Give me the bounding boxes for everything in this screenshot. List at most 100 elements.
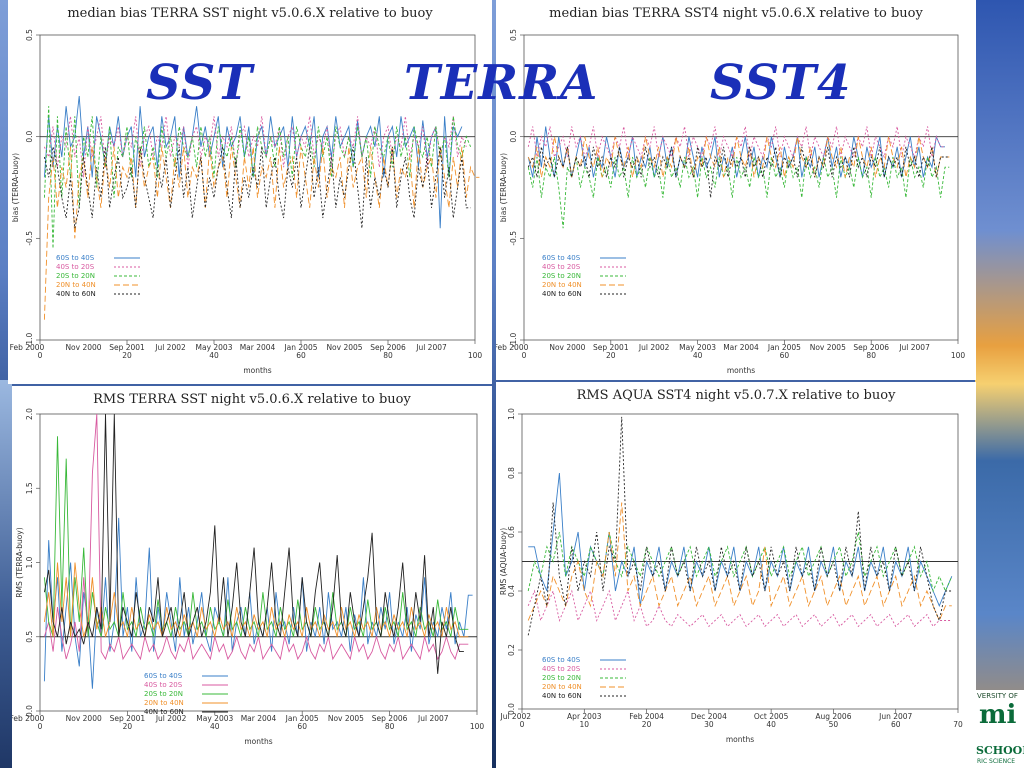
overlay-label-terra: TERRA <box>404 55 599 111</box>
x-tick-label: 10 <box>580 720 590 729</box>
x-tick-label: 100 <box>951 351 966 360</box>
x-tick-label: 40 <box>209 351 219 360</box>
chart-panel-top-right: median bias TERRA SST4 night v5.0.6.X re… <box>496 0 976 380</box>
y-tick-label: 2.0 <box>25 408 34 420</box>
x-date-label: Feb 2000 <box>12 714 44 723</box>
x-date-label: Jul 2002 <box>638 343 670 352</box>
x-date-label: Mar 2004 <box>241 714 277 723</box>
x-date-label: Sep 2001 <box>110 714 146 723</box>
legend-label: 60S to 40S <box>56 254 95 262</box>
x-date-label: Jul 2002 <box>500 712 532 721</box>
plot-frame <box>39 413 478 712</box>
x-date-label: Oct 2005 <box>754 712 789 721</box>
x-date-label: Sep 2001 <box>109 343 145 352</box>
x-date-label: Sep 2006 <box>853 343 889 352</box>
chart-rms-sst: RMS TERRA SST night v5.0.6.X relative to… <box>12 392 485 746</box>
legend-label: 40N to 60N <box>144 708 184 716</box>
x-date-label: Feb 2004 <box>629 712 664 721</box>
y-tick-label: 0.0 <box>507 703 516 715</box>
x-tick-label: 20 <box>642 720 652 729</box>
x-tick-label: 60 <box>296 351 306 360</box>
series-line <box>527 146 950 198</box>
x-tick-label: 80 <box>866 351 876 360</box>
x-date-label: Jan 2005 <box>767 343 801 352</box>
y-tick-label: 0.2 <box>507 644 516 656</box>
legend-label: 20S to 20N <box>542 674 581 682</box>
x-date-label: Jul 2002 <box>154 343 186 352</box>
series-line <box>43 413 464 674</box>
y-tick-label: 1.0 <box>507 408 516 420</box>
series-line <box>43 146 480 320</box>
logo-text-line3: SCHOOL <box>976 744 1024 757</box>
legend-label: 20S to 20N <box>542 272 581 280</box>
y-tick-label: -0.5 <box>509 231 518 246</box>
y-tick-label: 1.5 <box>25 482 34 494</box>
background-left-strip <box>0 380 12 768</box>
y-tick-label: -0.5 <box>25 231 34 246</box>
x-tick-label: 50 <box>829 720 839 729</box>
logo-text-line2: mi <box>979 700 1017 730</box>
x-date-label: Aug 2006 <box>815 712 851 721</box>
x-date-label: Sep 2006 <box>372 714 408 723</box>
x-date-label: Mar 2004 <box>240 343 276 352</box>
chart-panel-bottom-left: RMS TERRA SST night v5.0.6.X relative to… <box>12 386 492 768</box>
x-date-label: Jul 2002 <box>155 714 187 723</box>
y-tick-label: 0.5 <box>25 29 34 41</box>
chart-title: RMS TERRA SST night v5.0.6.X relative to… <box>93 392 411 407</box>
x-date-label: Dec 2004 <box>691 712 727 721</box>
x-date-label: Jul 2007 <box>898 343 930 352</box>
overlay-label-sst4: SST4 <box>710 55 852 111</box>
series-line <box>527 126 945 159</box>
x-tick-label: 0 <box>522 351 527 360</box>
chart-panel-top-left: median bias TERRA SST night v5.0.6.X rel… <box>8 0 492 384</box>
y-tick-label: 0.6 <box>507 526 516 538</box>
chart-rms-aqua-sst4: RMS AQUA SST4 night v5.0.7.X relative to… <box>499 388 963 744</box>
legend-label: 40N to 60N <box>56 290 96 298</box>
series-line <box>527 136 950 178</box>
chart-title: median bias TERRA SST4 night v5.0.6.X re… <box>549 6 923 21</box>
series-line <box>43 95 463 229</box>
logo-text-line1: VERSITY OF <box>977 692 1018 700</box>
legend-label: 20N to 40N <box>144 699 184 707</box>
x-date-label: May 2003 <box>196 714 233 723</box>
series-line <box>43 562 469 638</box>
x-tick-label: 100 <box>470 722 485 731</box>
x-tick-label: 0 <box>38 722 43 731</box>
x-date-label: May 2003 <box>679 343 716 352</box>
series-line <box>527 126 945 178</box>
x-date-label: Nov 2000 <box>66 714 102 723</box>
x-tick-label: 80 <box>385 722 395 731</box>
x-date-label: Nov 2000 <box>549 343 585 352</box>
x-date-label: Mar 2004 <box>723 343 759 352</box>
x-date-label: Sep 2006 <box>370 343 406 352</box>
series-line <box>43 116 467 178</box>
legend-label: 20N to 40N <box>56 281 96 289</box>
x-date-label: Nov 2005 <box>326 343 362 352</box>
y-tick-label: 0.5 <box>25 631 34 643</box>
legend-label: 40N to 60N <box>542 290 582 298</box>
y-axis-label: RMS (AQUA-buoy) <box>499 528 508 595</box>
x-tick-label: 60 <box>297 722 307 731</box>
y-tick-label: 0.8 <box>507 467 516 479</box>
y-tick-label: 0.5 <box>509 29 518 41</box>
y-tick-label: 0.0 <box>509 130 518 142</box>
x-date-label: Jan 2005 <box>283 343 317 352</box>
plot-frame <box>523 34 959 341</box>
legend-label: 20S to 20N <box>56 272 95 280</box>
series-line <box>43 146 471 229</box>
x-tick-label: 80 <box>383 351 393 360</box>
legend-label: 40S to 20S <box>542 665 581 673</box>
x-date-label: Jul 2007 <box>417 714 449 723</box>
series-line <box>527 156 950 229</box>
legend-label: 40S to 20S <box>144 681 183 689</box>
x-date-label: Jun 2007 <box>878 712 912 721</box>
x-axis-label: months <box>726 735 754 744</box>
x-tick-label: 30 <box>704 720 714 729</box>
legend-label: 60S to 40S <box>144 672 183 680</box>
x-axis-label: months <box>244 737 272 746</box>
x-date-label: Sep 2001 <box>593 343 629 352</box>
x-tick-label: 40 <box>766 720 776 729</box>
x-date-label: Jul 2007 <box>415 343 447 352</box>
university-logo: VERSITY OF mi SCHOOL RIC SCIENCE <box>975 690 1024 768</box>
legend-label: 20S to 20N <box>144 690 183 698</box>
